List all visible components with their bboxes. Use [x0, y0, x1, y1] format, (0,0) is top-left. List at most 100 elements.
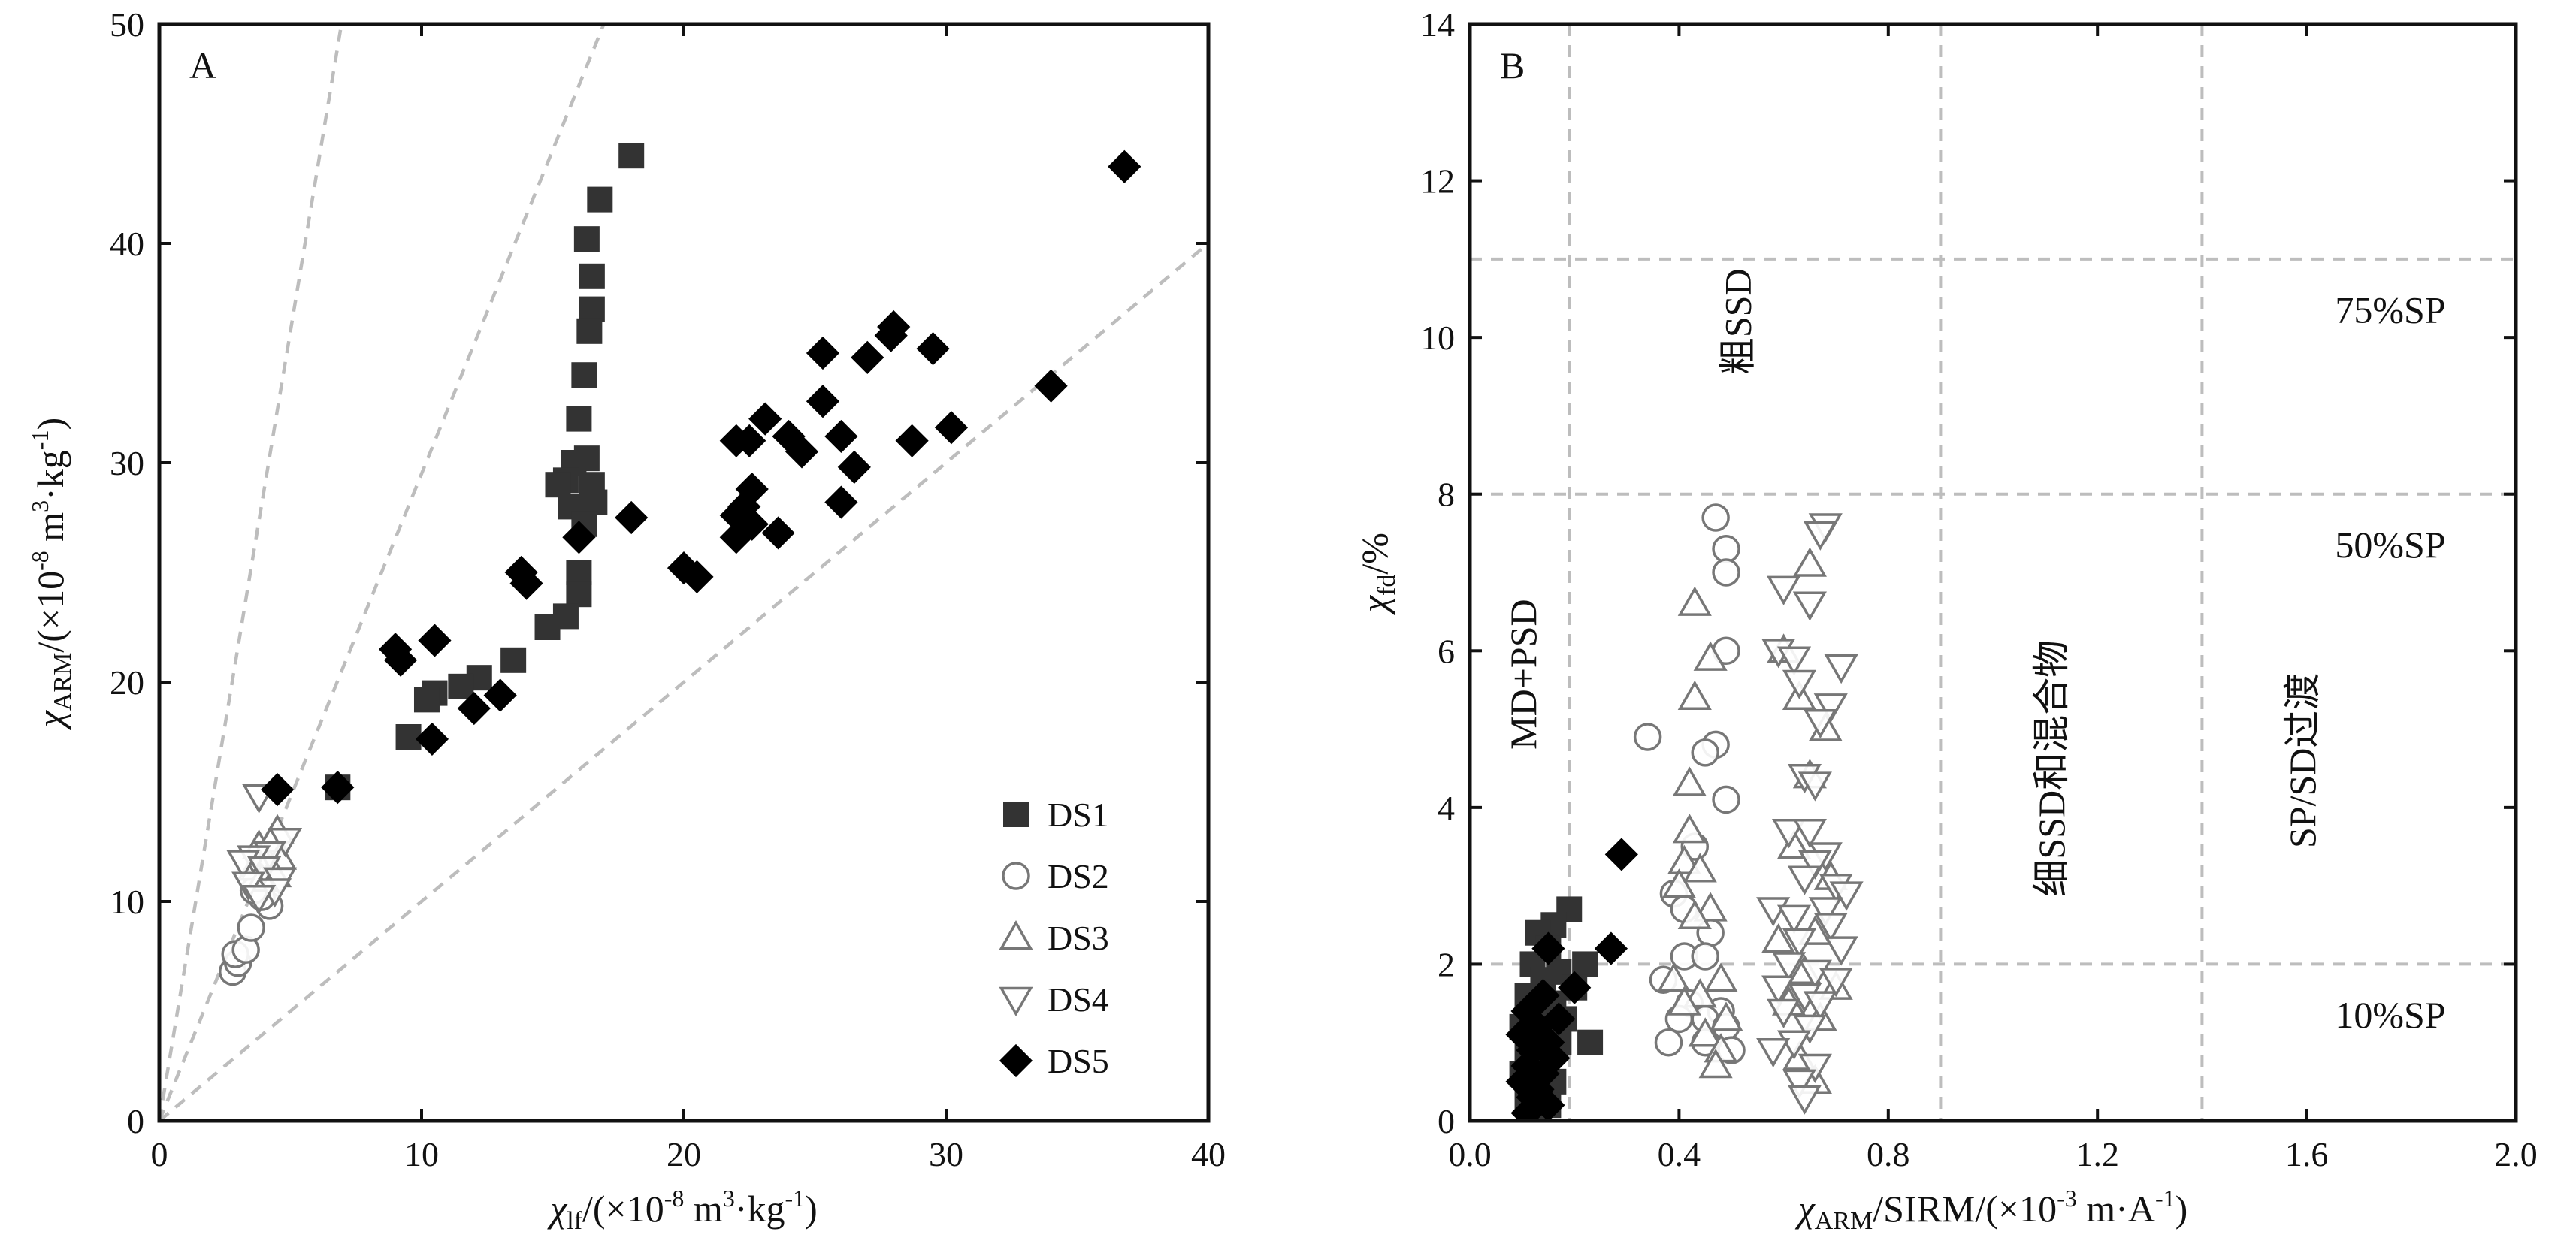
data-point — [545, 472, 571, 498]
data-point — [1819, 968, 1853, 998]
chart-panel-b: 75%SP 50%SP 10%SP 粗SSD MD+PSD 细SSD和混合物 SP/SD过渡… — [1353, 5, 2538, 1235]
data-point — [579, 263, 605, 289]
data-point — [761, 516, 795, 550]
data-point — [1756, 1037, 1791, 1068]
panel-label: A — [189, 44, 216, 86]
data-point — [1034, 369, 1068, 403]
axis-subscript: lf — [567, 1207, 582, 1235]
data-point — [500, 647, 527, 673]
data-point — [1693, 641, 1728, 671]
axis-superscript: 3 — [723, 1185, 735, 1212]
data-point — [413, 687, 440, 713]
data-point — [1712, 785, 1740, 814]
data-point — [582, 489, 608, 515]
data-point — [1824, 936, 1858, 966]
data-point — [1756, 897, 1791, 927]
data-point — [237, 913, 265, 942]
y-tick-label: 8 — [1438, 476, 1455, 514]
data-point — [837, 450, 871, 484]
data-point — [1683, 978, 1717, 1008]
x-tick-label: 1.6 — [2285, 1135, 2329, 1173]
data-point — [1761, 975, 1796, 1005]
data-point — [1803, 521, 1837, 551]
axis-symbol: χ — [547, 1188, 568, 1230]
guide-line — [159, 242, 1208, 1121]
y-tick-label: 4 — [1438, 789, 1455, 827]
data-point — [415, 722, 449, 756]
data-point — [1667, 986, 1701, 1016]
data-point — [1797, 1053, 1832, 1084]
data-point — [851, 340, 884, 374]
y-tick-label: 20 — [110, 663, 144, 702]
data-point — [1797, 959, 1832, 989]
plot-frame — [1468, 22, 2518, 1123]
axis-unit: ·kg — [735, 1188, 785, 1230]
data-point — [1792, 1014, 1827, 1044]
axis-superscript: -1 — [26, 430, 53, 451]
data-point — [1767, 998, 1801, 1029]
axis-text: /(×10 — [29, 571, 71, 653]
data-point — [1792, 547, 1827, 577]
data-point — [1656, 962, 1692, 992]
data-point — [579, 296, 605, 322]
region-annotation: 细SSD和混合物 — [2030, 640, 2073, 897]
data-point — [735, 472, 769, 506]
data-point — [719, 424, 753, 457]
data-point — [1776, 646, 1812, 676]
y-tick-label: 30 — [110, 444, 144, 482]
axis-superscript: -8 — [26, 551, 53, 571]
axis-text: ) — [2175, 1188, 2188, 1230]
axis-text: /SIRM/(×10 — [1873, 1188, 2057, 1230]
data-point — [1558, 971, 1592, 1004]
data-point — [719, 498, 753, 533]
y-tick-label: 14 — [1420, 5, 1455, 44]
y-tick-label: 40 — [110, 225, 144, 263]
legend-marker — [999, 986, 1033, 1017]
legend-marker — [1003, 802, 1029, 827]
series-ds4 — [1756, 513, 1864, 1115]
data-point — [785, 435, 819, 469]
data-point — [1633, 723, 1662, 751]
legend-label: DS4 — [1048, 980, 1109, 1019]
data-point — [806, 336, 840, 370]
data-point — [1712, 534, 1740, 563]
data-point — [504, 555, 538, 590]
data-point — [1797, 850, 1832, 880]
data-point — [242, 884, 277, 915]
data-point — [1782, 1069, 1817, 1099]
data-point — [1683, 853, 1717, 883]
data-point — [1572, 951, 1598, 977]
data-point — [719, 521, 753, 554]
data-point — [1712, 558, 1740, 587]
data-point — [1803, 991, 1837, 1021]
axis-subscript: ARM — [1815, 1207, 1873, 1235]
data-point — [1661, 868, 1696, 898]
data-point — [1767, 575, 1801, 605]
data-point — [1761, 923, 1796, 953]
data-point — [1691, 738, 1719, 767]
data-point — [571, 362, 597, 388]
data-point — [1693, 892, 1728, 922]
plot-area — [159, 24, 1208, 1121]
x-tick-label: 40 — [1191, 1135, 1226, 1173]
data-point — [534, 614, 561, 640]
data-point — [934, 411, 969, 445]
legend-marker — [1002, 862, 1030, 890]
data-point — [1771, 952, 1807, 982]
data-point — [1824, 654, 1858, 684]
x-tick-label: 0 — [151, 1135, 168, 1173]
data-point — [1771, 818, 1807, 849]
region-annotation: MD+PSD — [1502, 599, 1544, 750]
data-point — [1510, 1096, 1544, 1121]
axis-unit: m·A — [2077, 1188, 2155, 1230]
data-point — [1792, 818, 1827, 849]
data-point — [587, 186, 613, 213]
data-point — [1677, 586, 1712, 616]
data-point — [562, 521, 596, 554]
data-point — [573, 226, 600, 252]
data-point — [1709, 1001, 1743, 1031]
x-tick-label: 0.4 — [1658, 1135, 1701, 1173]
axis-unit: ·kg — [29, 450, 71, 500]
data-point — [916, 332, 950, 366]
data-point — [1108, 149, 1141, 183]
